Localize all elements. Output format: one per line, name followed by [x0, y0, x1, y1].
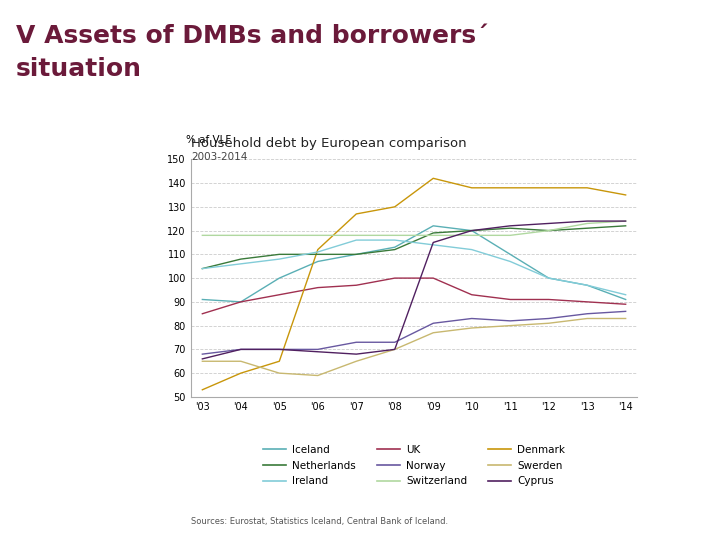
Text: Household debt by European comparison: Household debt by European comparison [191, 137, 467, 150]
Legend: Iceland, Netherlands, Ireland, UK, Norway, Switzerland, Denmark, Swerden, Cyprus: Iceland, Netherlands, Ireland, UK, Norwa… [263, 445, 565, 487]
Text: 2003-2014: 2003-2014 [191, 152, 247, 162]
Text: V Assets of DMBs and borrowers´: V Assets of DMBs and borrowers´ [16, 24, 488, 48]
Text: situation: situation [16, 57, 142, 80]
Text: Sources: Eurostat, Statistics Iceland, Central Bank of Iceland.: Sources: Eurostat, Statistics Iceland, C… [191, 517, 448, 526]
Text: % af VLF: % af VLF [186, 135, 232, 145]
